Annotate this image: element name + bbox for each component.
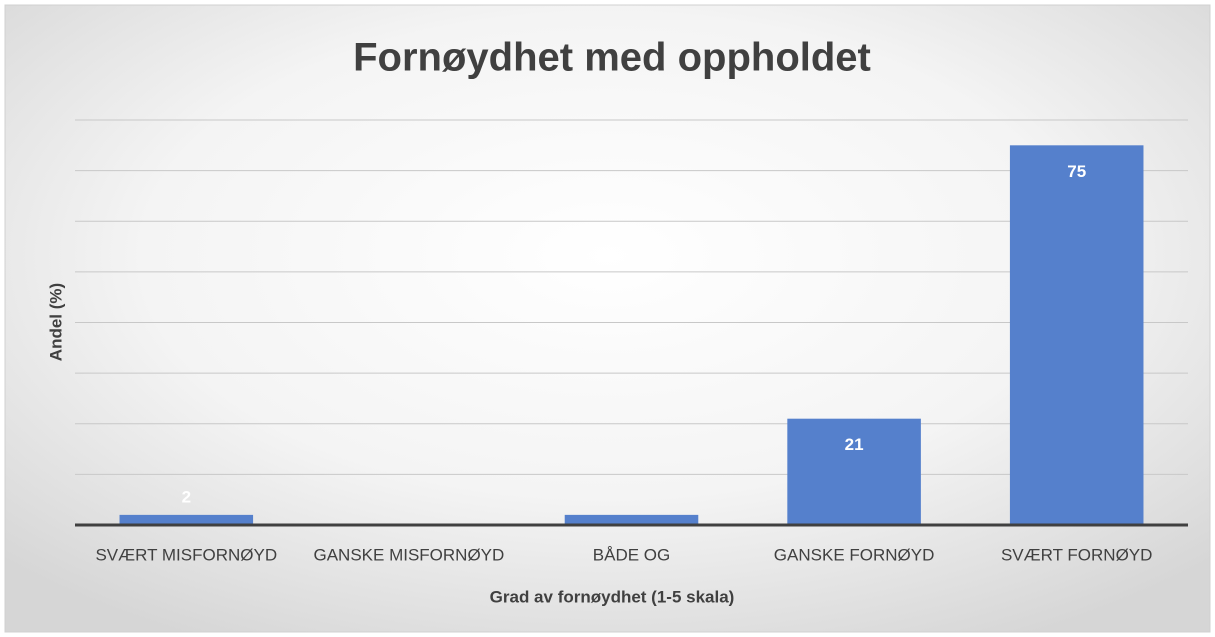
x-axis-title: Grad av fornøydhet (1-5 skala) — [490, 587, 735, 606]
chart-background — [4, 4, 1211, 633]
x-tick-label: SVÆRT MISFORNØYD — [95, 545, 277, 564]
y-axis-title: Andel (%) — [46, 283, 65, 361]
bar — [564, 514, 699, 525]
bar — [1009, 145, 1144, 525]
bar — [119, 514, 254, 525]
bar — [787, 418, 921, 525]
data-label: 21 — [845, 435, 864, 454]
x-tick-label: GANSKE FORNØYD — [774, 545, 935, 564]
x-tick-label: BÅDE OG — [593, 545, 670, 564]
data-label: 75 — [1067, 162, 1086, 181]
x-tick-label: GANSKE MISFORNØYD — [313, 545, 504, 564]
chart-title: Fornøydhet med oppholdet — [353, 36, 871, 80]
x-tick-label: SVÆRT FORNØYD — [1001, 545, 1152, 564]
data-label: 2 — [182, 487, 191, 506]
